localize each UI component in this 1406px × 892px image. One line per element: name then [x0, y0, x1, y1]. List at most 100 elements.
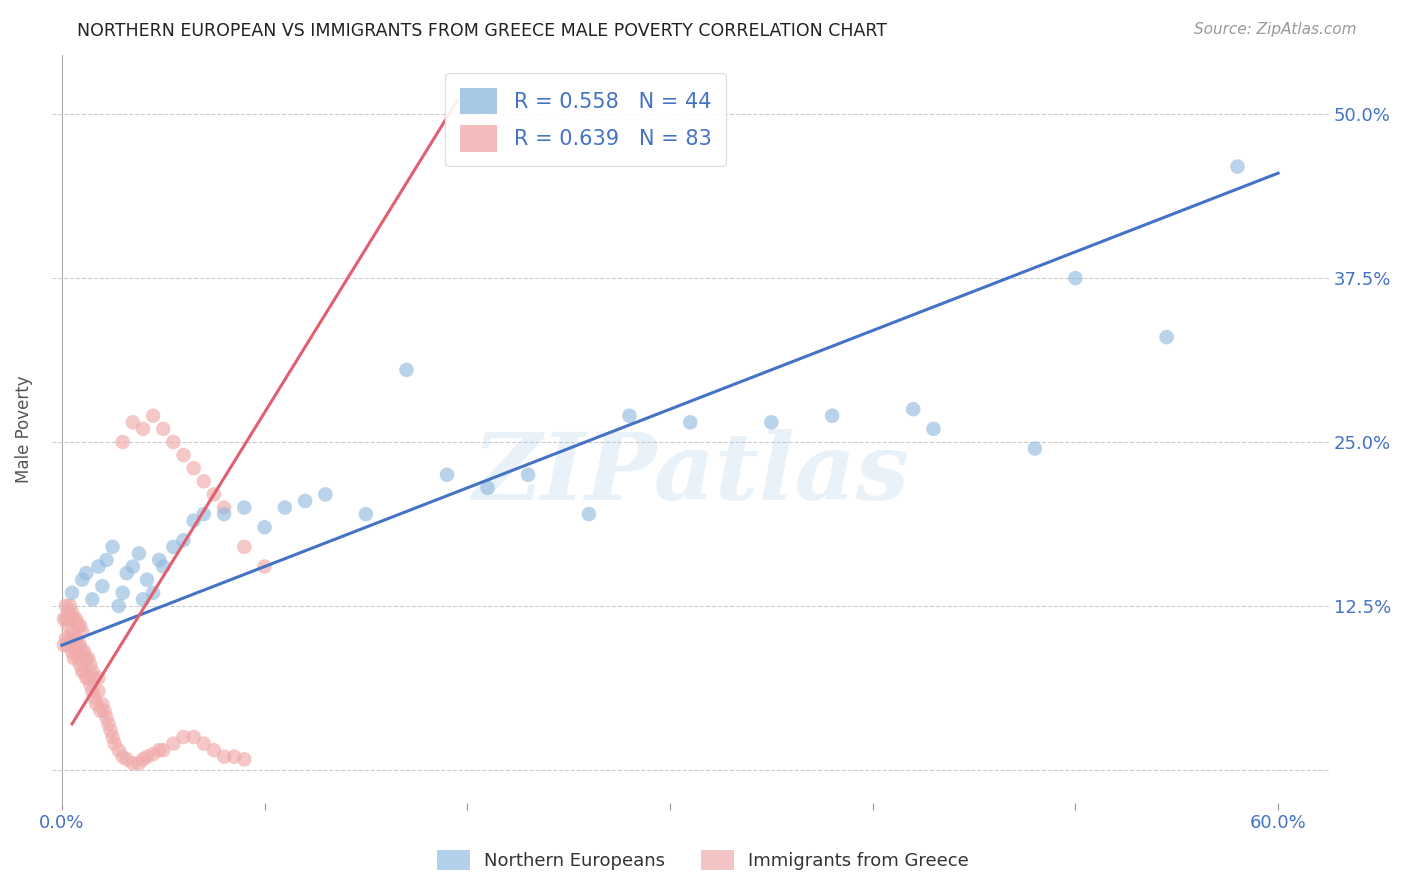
Point	[70, 645, 93, 659]
Point	[115, 752, 138, 766]
Point	[183, 730, 205, 744]
Point	[903, 402, 925, 417]
Point	[183, 514, 205, 528]
Point	[60, 606, 83, 620]
Point	[111, 434, 134, 449]
Point	[55, 632, 77, 646]
Point	[67, 618, 90, 632]
Point	[183, 461, 205, 475]
Point	[83, 690, 105, 705]
Point	[111, 586, 134, 600]
Point	[136, 573, 159, 587]
Point	[107, 599, 129, 613]
Point	[65, 632, 87, 646]
Point	[202, 487, 225, 501]
Point	[59, 599, 82, 613]
Point	[128, 756, 150, 771]
Point	[212, 507, 235, 521]
Point	[59, 632, 82, 646]
Point	[65, 645, 87, 659]
Point	[233, 752, 256, 766]
Point	[922, 422, 945, 436]
Point	[97, 717, 120, 731]
Point	[1156, 330, 1178, 344]
Text: Source: ZipAtlas.com: Source: ZipAtlas.com	[1194, 22, 1357, 37]
Point	[59, 612, 82, 626]
Legend: R = 0.558   N = 44, R = 0.639   N = 83: R = 0.558 N = 44, R = 0.639 N = 83	[446, 73, 727, 166]
Point	[233, 540, 256, 554]
Text: ZIPatlas: ZIPatlas	[472, 429, 908, 519]
Point	[202, 743, 225, 757]
Point	[91, 698, 114, 712]
Point	[77, 651, 100, 665]
Point	[253, 520, 276, 534]
Point	[96, 553, 118, 567]
Point	[79, 657, 101, 672]
Point	[70, 665, 93, 679]
Point	[121, 559, 143, 574]
Point	[93, 704, 115, 718]
Point	[477, 481, 499, 495]
Point	[65, 612, 87, 626]
Point	[103, 737, 125, 751]
Point	[132, 592, 155, 607]
Point	[77, 671, 100, 685]
Point	[75, 566, 97, 581]
Point	[1064, 271, 1087, 285]
Text: NORTHERN EUROPEAN VS IMMIGRANTS FROM GREECE MALE POVERTY CORRELATION CHART: NORTHERN EUROPEAN VS IMMIGRANTS FROM GRE…	[77, 22, 887, 40]
Point	[1226, 160, 1249, 174]
Point	[128, 546, 150, 560]
Point	[142, 747, 165, 761]
Point	[132, 422, 155, 436]
Point	[91, 579, 114, 593]
Point	[173, 448, 195, 462]
Point	[87, 684, 110, 698]
Point	[517, 467, 540, 482]
Point	[55, 599, 77, 613]
Point	[69, 638, 91, 652]
Point	[162, 737, 184, 751]
Point	[79, 677, 101, 691]
Point	[821, 409, 844, 423]
Point	[86, 698, 108, 712]
Point	[89, 704, 111, 718]
Point	[121, 756, 143, 771]
Point	[60, 645, 83, 659]
Point	[96, 710, 118, 724]
Point	[162, 540, 184, 554]
Point	[436, 467, 458, 482]
Point	[193, 737, 215, 751]
Point	[173, 533, 195, 548]
Point	[162, 434, 184, 449]
Point	[63, 612, 86, 626]
Point	[142, 586, 165, 600]
Point	[233, 500, 256, 515]
Point	[274, 500, 297, 515]
Point	[152, 559, 174, 574]
Point	[87, 671, 110, 685]
Point	[294, 494, 316, 508]
Point	[212, 749, 235, 764]
Point	[82, 684, 104, 698]
Point	[67, 651, 90, 665]
Point	[173, 730, 195, 744]
Point	[60, 625, 83, 640]
Point	[69, 657, 91, 672]
Point	[82, 592, 104, 607]
Point	[63, 651, 86, 665]
Point	[82, 665, 104, 679]
Point	[56, 618, 79, 632]
Point	[212, 500, 235, 515]
Point	[314, 487, 336, 501]
Y-axis label: Male Poverty: Male Poverty	[15, 375, 32, 483]
Point	[63, 632, 86, 646]
Point	[67, 638, 90, 652]
Point	[224, 749, 246, 764]
Point	[354, 507, 377, 521]
Point	[75, 671, 97, 685]
Point	[60, 586, 83, 600]
Point	[52, 612, 75, 626]
Point	[73, 645, 96, 659]
Point	[148, 743, 170, 757]
Point	[70, 573, 93, 587]
